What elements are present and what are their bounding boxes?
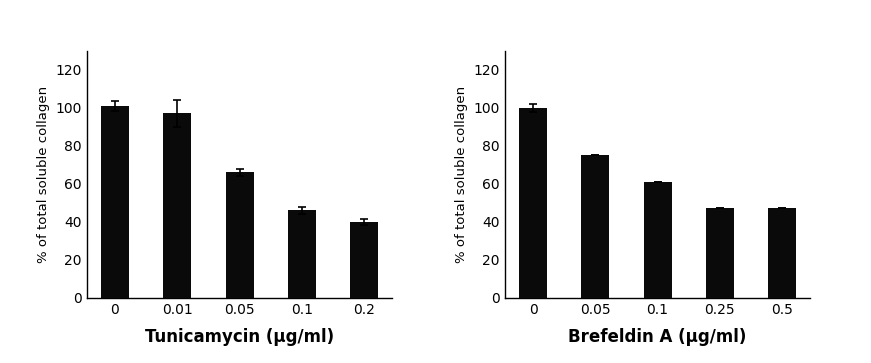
Bar [706, 208, 734, 298]
Bar [350, 222, 378, 298]
Bar [768, 208, 796, 298]
Bar [519, 108, 547, 298]
Bar [163, 114, 192, 298]
Bar [226, 172, 253, 298]
Bar [581, 155, 610, 298]
Y-axis label: % of total soluble collagen: % of total soluble collagen [37, 86, 50, 263]
Bar [287, 210, 316, 298]
Bar [644, 182, 672, 298]
X-axis label: Brefeldin A (μg/ml): Brefeldin A (μg/ml) [569, 328, 746, 346]
Y-axis label: % of total soluble collagen: % of total soluble collagen [455, 86, 468, 263]
X-axis label: Tunicamycin (μg/ml): Tunicamycin (μg/ml) [145, 328, 334, 346]
Bar [101, 106, 129, 298]
